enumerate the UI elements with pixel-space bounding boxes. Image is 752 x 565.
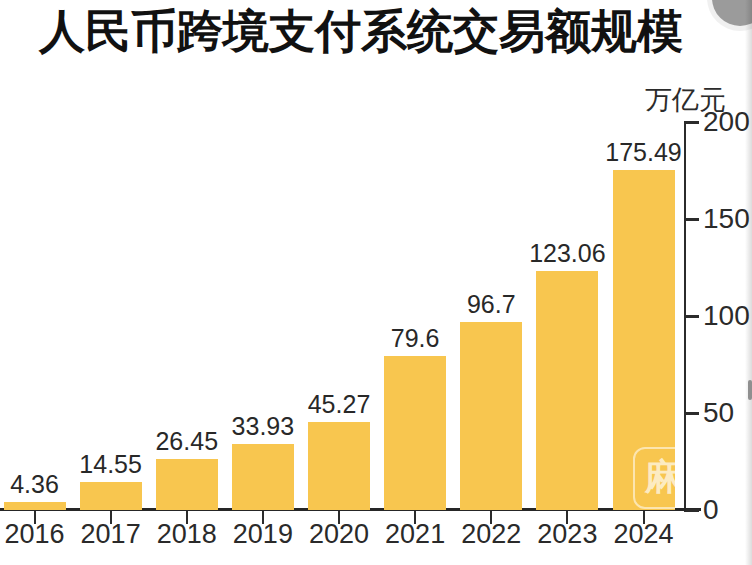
y-axis-tick-mark [686, 509, 699, 512]
y-axis-tick-label: 200 [703, 106, 750, 138]
bar-2020 [308, 422, 370, 510]
bar-2019 [232, 444, 294, 510]
chart-page: 人民币跨境支付系统交易额规模 万亿元 050100150200 4.362016… [0, 0, 752, 565]
y-axis-tick-mark [686, 121, 699, 124]
bar-2022 [460, 322, 522, 510]
bar-2017 [80, 482, 142, 510]
chart-title: 人民币跨境支付系统交易额规模 [0, 0, 722, 62]
right-edge-shadow [745, 0, 752, 565]
bar-2023 [536, 271, 598, 510]
x-axis-label-2024: 2024 [574, 519, 714, 550]
scrollbar-thumb[interactable] [748, 380, 752, 400]
y-axis-tick-label: 100 [703, 300, 750, 332]
watermark-logo: 麻 [633, 447, 675, 509]
y-axis-tick-mark [686, 315, 699, 318]
y-axis-tick-label: 150 [703, 203, 750, 235]
y-axis-tick-mark [686, 412, 699, 415]
bar-value-label-2024: 175.49 [574, 138, 714, 167]
y-axis-tick-label: 50 [703, 397, 734, 429]
bar-2018 [156, 459, 218, 510]
bar-2024: 麻 [613, 170, 675, 510]
y-axis-tick-mark [686, 218, 699, 221]
bar-2016 [4, 502, 66, 510]
bar-2021 [384, 356, 446, 510]
